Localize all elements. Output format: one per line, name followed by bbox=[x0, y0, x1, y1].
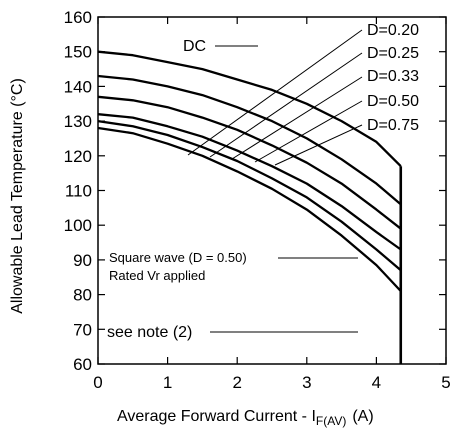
square-wave-note: Square wave (D = 0.50) bbox=[109, 250, 247, 265]
leader-line bbox=[231, 76, 363, 160]
annotation-group: DC Square wave (D = 0.50) Rated Vr appli… bbox=[107, 22, 419, 341]
x-tick-label: 2 bbox=[232, 373, 241, 392]
rated-vr-note: Rated Vr applied bbox=[109, 268, 205, 283]
x-tick-label: 0 bbox=[93, 373, 102, 392]
y-tick-label: 90 bbox=[73, 251, 92, 270]
x-axis-title-main: Average Forward Current - I bbox=[117, 408, 316, 425]
x-tick-label: 1 bbox=[163, 373, 172, 392]
series-line-dc bbox=[97, 50, 402, 168]
x-tick-label: 4 bbox=[372, 373, 381, 392]
x-axis-title: Average Forward Current - IF(AV) (A) bbox=[117, 408, 374, 428]
leader-line bbox=[187, 29, 363, 156]
label-d-075: D=0.75 bbox=[367, 117, 419, 134]
y-tick-label: 160 bbox=[64, 8, 92, 27]
series-line-d-0-20 bbox=[97, 74, 402, 206]
series-line-d-0-25 bbox=[97, 95, 402, 230]
dc-curve-label: DC bbox=[183, 38, 206, 55]
series-group bbox=[97, 50, 403, 364]
y-tick-label: 80 bbox=[73, 286, 92, 305]
leader-line bbox=[209, 52, 363, 158]
x-tick-label: 3 bbox=[302, 373, 311, 392]
x-axis-title-unit: (A) bbox=[352, 408, 373, 425]
series-line-d-0-50 bbox=[97, 119, 402, 272]
x-axis-title-subscript: F(AV) bbox=[316, 414, 346, 428]
leader-line bbox=[254, 100, 363, 163]
y-tick-label: 100 bbox=[64, 216, 92, 235]
label-d-033: D=0.33 bbox=[367, 68, 419, 85]
label-d-020: D=0.20 bbox=[367, 22, 419, 39]
label-d-050: D=0.50 bbox=[367, 93, 419, 110]
y-tick-label: 60 bbox=[73, 355, 92, 374]
x-tick-label: 5 bbox=[441, 373, 450, 392]
y-tick-label: 150 bbox=[64, 43, 92, 62]
see-note-label: see note (2) bbox=[107, 324, 192, 341]
y-tick-label: 70 bbox=[73, 320, 92, 339]
tick-group: 0 1 2 3 4 5 60 70 80 90 100 110 120 130 140 150 160 bbox=[64, 8, 451, 392]
y-axis-title: Allowable Lead Temperature (°C) bbox=[9, 78, 26, 314]
label-d-025: D=0.25 bbox=[367, 45, 419, 62]
y-tick-label: 110 bbox=[65, 182, 92, 201]
y-tick-label: 130 bbox=[64, 112, 92, 131]
y-tick-label: 120 bbox=[64, 147, 92, 166]
y-tick-label: 140 bbox=[64, 77, 92, 96]
series-line-d-0-33 bbox=[97, 113, 402, 251]
series-line-d-0-75 bbox=[97, 126, 402, 292]
